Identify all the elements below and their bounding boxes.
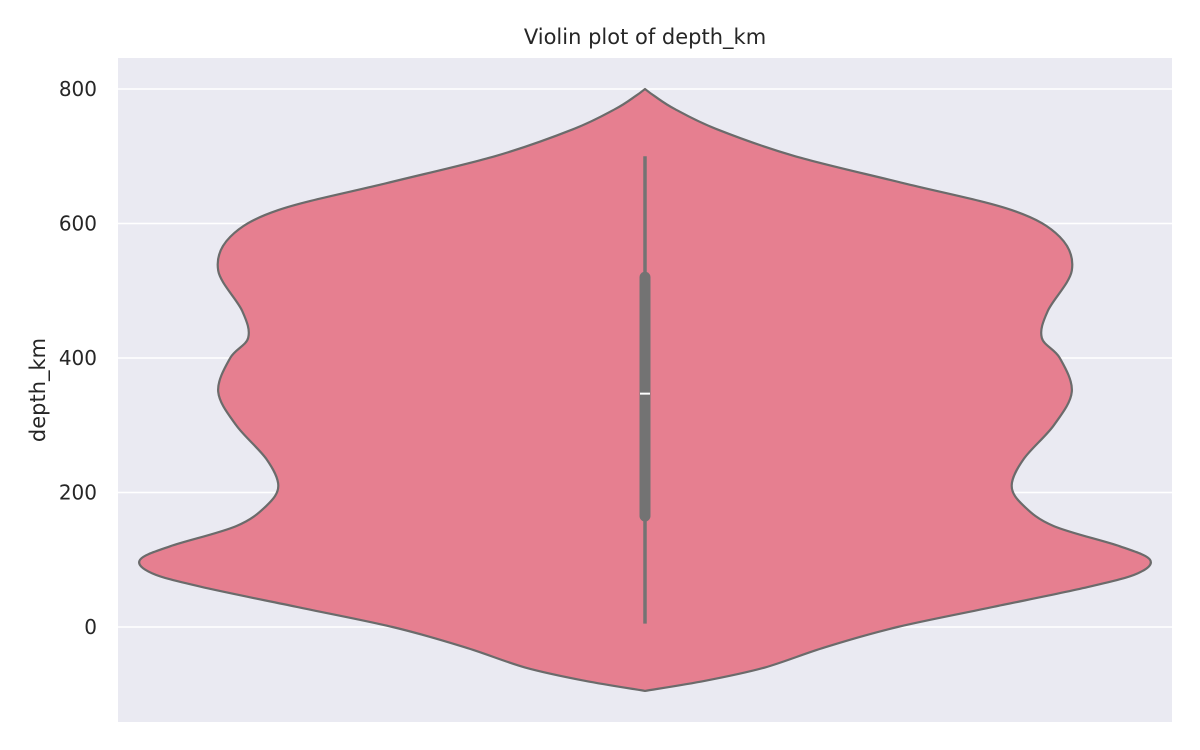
y-tick-label: 400 xyxy=(59,346,97,370)
y-axis-label: depth_km xyxy=(26,338,51,442)
y-tick-label: 200 xyxy=(59,481,97,505)
y-tick-label: 0 xyxy=(84,615,97,639)
chart-title: Violin plot of depth_km xyxy=(524,25,766,50)
y-tick-label: 800 xyxy=(59,77,97,101)
y-tick-labels: 0 200 400 600 800 xyxy=(59,77,97,639)
y-tick-label: 600 xyxy=(59,212,97,236)
box-layer xyxy=(639,156,651,624)
